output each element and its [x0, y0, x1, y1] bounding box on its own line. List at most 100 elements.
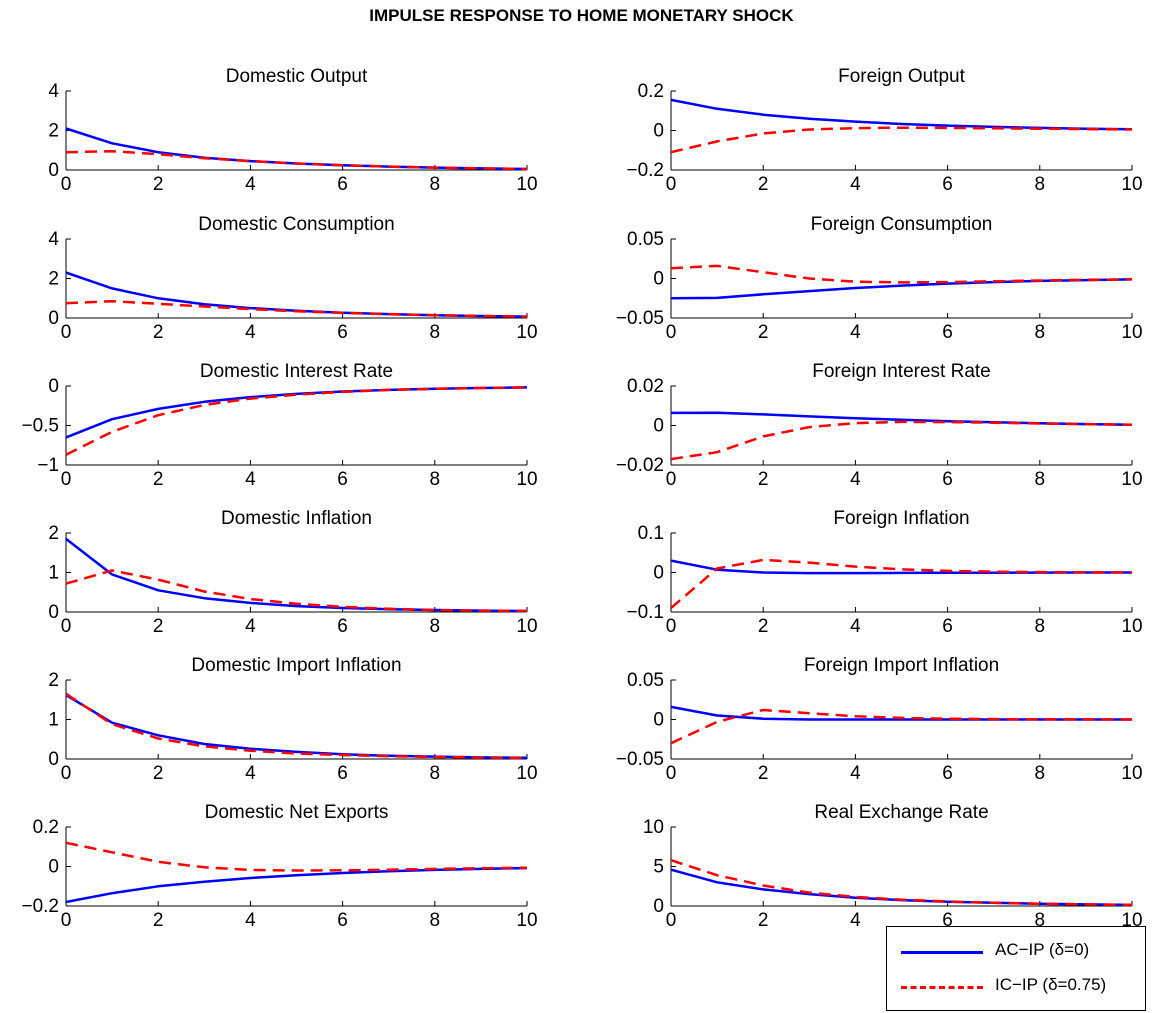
x-tick-label: 6: [942, 616, 953, 637]
x-tick-label: 10: [1121, 322, 1142, 343]
x-tick-label: 0: [666, 763, 677, 784]
x-tick-label: 6: [337, 322, 348, 343]
y-tick-label: 0: [48, 376, 59, 397]
x-tick-label: 4: [850, 174, 861, 195]
series-line-ic-ip: [670, 126, 1133, 154]
subplot-real-exchange-rate: Real Exchange Rate 0 2 4 6 8 10 0 5 10: [643, 802, 1143, 931]
series-line-ac-ip: [65, 271, 528, 318]
series-line-ic-ip: [65, 149, 528, 171]
subplot-title: Foreign Output: [838, 66, 965, 87]
x-tick-label: 2: [758, 469, 769, 490]
y-tick-label: 0: [48, 160, 59, 181]
series-line-ic-ip: [670, 420, 1133, 461]
series-line-ic-ip: [65, 299, 528, 318]
y-tick-label: 0: [653, 121, 664, 142]
x-tick-label: 4: [245, 763, 256, 784]
x-tick-label: 2: [153, 322, 164, 343]
y-tick-label: 0.1: [638, 523, 664, 544]
x-tick-label: 10: [1121, 910, 1142, 931]
x-tick-label: 0: [61, 469, 72, 490]
subplot-title: Domestic Net Exports: [205, 802, 389, 823]
x-tick-label: 8: [1035, 174, 1046, 195]
series-line-ac-ip: [670, 98, 1133, 131]
x-tick-label: 2: [758, 763, 769, 784]
y-tick-label: 1: [48, 563, 59, 584]
y-tick-label: 0: [653, 416, 664, 437]
x-tick-label: 10: [516, 616, 537, 637]
y-tick-label: 0: [48, 749, 59, 770]
figure-title: IMPULSE RESPONSE TO HOME MONETARY SHOCK: [369, 6, 794, 25]
x-tick-label: 0: [61, 910, 72, 931]
series-line-ic-ip: [670, 558, 1133, 609]
y-tick-label: 2: [48, 670, 59, 691]
series-line-ac-ip: [65, 386, 528, 439]
x-tick-label: 10: [516, 322, 537, 343]
series-line-ic-ip: [65, 569, 528, 613]
x-tick-label: 2: [758, 322, 769, 343]
x-tick-label: 6: [942, 174, 953, 195]
x-tick-label: 6: [337, 910, 348, 931]
x-tick-label: 6: [942, 322, 953, 343]
y-tick-label: 0: [653, 269, 664, 290]
x-tick-label: 4: [245, 322, 256, 343]
subplot-title: Foreign Consumption: [811, 214, 993, 235]
series-line-ac-ip: [65, 537, 528, 613]
x-tick-label: 8: [430, 763, 441, 784]
x-tick-label: 0: [61, 616, 72, 637]
x-tick-label: 2: [153, 174, 164, 195]
series-line-ic-ip: [670, 859, 1133, 907]
y-tick-label: 10: [643, 817, 664, 838]
legend-item-ic-ip: IC−IP (δ=0.75): [887, 972, 1145, 1002]
y-tick-label: 2: [48, 269, 59, 290]
subplot-domestic-inflation: Domestic Inflation 0 2 4 6 8 10 0 1 2: [48, 508, 537, 637]
x-tick-label: 8: [1035, 616, 1046, 637]
x-tick-label: 4: [245, 616, 256, 637]
x-tick-label: 0: [61, 174, 72, 195]
x-tick-label: 8: [430, 322, 441, 343]
x-tick-label: 0: [666, 910, 677, 931]
x-tick-label: 8: [430, 469, 441, 490]
y-tick-label: 1: [48, 710, 59, 731]
series-line-ac-ip: [65, 866, 528, 904]
x-tick-label: 0: [61, 763, 72, 784]
series-line-ac-ip: [65, 693, 528, 760]
subplot-title: Foreign Import Inflation: [804, 655, 999, 676]
x-tick-label: 10: [516, 174, 537, 195]
x-tick-label: 6: [337, 616, 348, 637]
x-tick-label: 8: [430, 910, 441, 931]
subplot-title: Domestic Consumption: [198, 214, 394, 235]
x-tick-label: 8: [430, 174, 441, 195]
x-tick-label: 6: [942, 763, 953, 784]
y-tick-label: 0.05: [627, 229, 664, 250]
x-tick-label: 2: [153, 616, 164, 637]
x-tick-label: 8: [1035, 469, 1046, 490]
x-tick-label: 6: [942, 469, 953, 490]
legend-item-ac-ip: AC−IP (δ=0): [887, 937, 1145, 967]
x-tick-label: 0: [666, 322, 677, 343]
y-tick-label: 2: [48, 121, 59, 142]
y-tick-label: 5: [653, 857, 664, 878]
subplot-title: Foreign Interest Rate: [812, 361, 990, 382]
x-tick-label: 10: [516, 469, 537, 490]
y-tick-label: −0.05: [616, 308, 664, 329]
y-tick-label: −0.02: [616, 455, 664, 476]
x-tick-label: 2: [758, 616, 769, 637]
y-tick-label: 0.02: [627, 376, 664, 397]
x-tick-label: 4: [850, 322, 861, 343]
y-tick-label: −1: [37, 455, 59, 476]
y-tick-label: 0: [653, 710, 664, 731]
x-tick-label: 2: [758, 174, 769, 195]
y-tick-label: −0.2: [21, 896, 59, 917]
x-tick-label: 4: [850, 469, 861, 490]
x-tick-label: 8: [1035, 763, 1046, 784]
subplot-domestic-import-inflation: Domestic Import Inflation 0 2 4 6 8 10 0 1 2: [48, 655, 537, 784]
subplot-title: Domestic Import Inflation: [191, 655, 401, 676]
y-tick-label: 4: [48, 81, 59, 102]
y-tick-label: 0: [48, 857, 59, 878]
x-tick-label: 6: [942, 910, 953, 931]
